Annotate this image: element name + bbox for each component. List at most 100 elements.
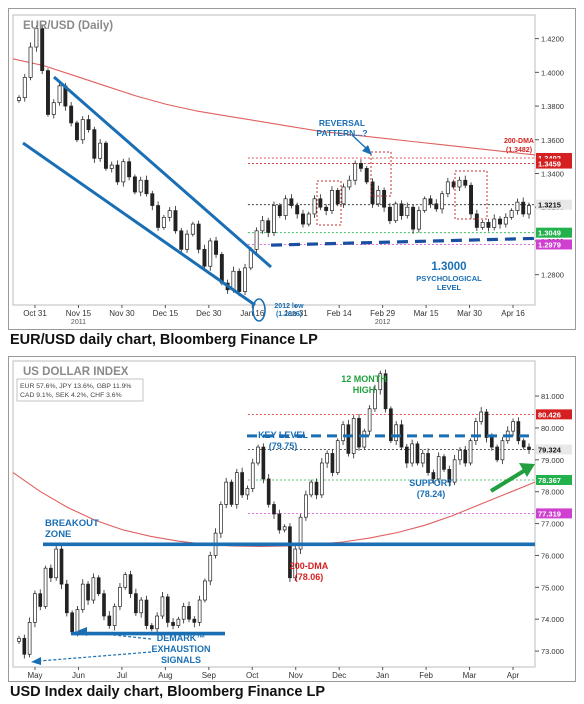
candle-down <box>442 456 446 470</box>
candle-up <box>91 577 96 601</box>
candle-up <box>243 267 247 292</box>
candle-down <box>495 446 499 461</box>
candle-down <box>399 203 404 216</box>
breakout-zone-label: ZONE <box>45 529 71 540</box>
x-tick-label: Feb <box>419 671 433 680</box>
weights-info-line: EUR 57.6%, JPY 13.6%, GBP 11.9% <box>20 383 131 390</box>
candle-down <box>40 28 45 71</box>
candle-up <box>112 606 117 626</box>
usd-index-caption: USD Index daily chart, Bloomberg Finance… <box>10 684 326 700</box>
x-tick-label: Jun <box>72 671 85 680</box>
breakout-zone-label: BREAKOUT <box>45 518 99 529</box>
candle-down <box>486 222 491 228</box>
price-marker-tag <box>536 152 572 163</box>
candle-down <box>165 596 170 623</box>
candle-down <box>38 593 43 607</box>
candle-up <box>393 203 398 222</box>
x-tick-label: Apr 16 <box>501 309 525 318</box>
candle-up <box>272 205 276 233</box>
reversal-pattern-label: REVERSAL <box>319 118 365 128</box>
weights-info-box <box>16 378 144 402</box>
candle-up <box>511 421 515 432</box>
candle-down <box>463 449 468 464</box>
dma-200-line <box>12 58 536 156</box>
candle-up <box>80 583 85 610</box>
candle-up <box>43 567 48 607</box>
candle-down <box>173 210 178 232</box>
candle-up <box>457 179 462 188</box>
y-tick-label: 1.4200 <box>541 35 564 44</box>
candle-down <box>22 637 27 655</box>
candle-up <box>185 233 190 250</box>
x-tick-label: Mar 30 <box>457 309 482 318</box>
candle-down <box>196 223 201 250</box>
candle-up <box>341 424 345 442</box>
price-marker-tag <box>536 227 572 238</box>
candle-down <box>301 213 305 225</box>
candle-up <box>474 421 478 442</box>
uptrend-arrow <box>489 467 529 493</box>
weights-info-line: CAD 9.1%, SEK 4.2%, CHF 3.6% <box>20 392 122 399</box>
candle-up <box>309 481 314 496</box>
x-tick-label: Dec 30 <box>196 309 222 318</box>
dma-200-label: (1.3482) <box>506 147 532 154</box>
x-tick-label: Jan <box>376 671 389 680</box>
candle-up <box>298 516 303 550</box>
candle-down <box>469 184 474 215</box>
price-marker-label: 1.3049 <box>538 229 561 238</box>
price-marker-label: 1.2979 <box>538 240 561 249</box>
candle-up <box>440 193 445 210</box>
candle-down <box>144 599 149 626</box>
candle-up <box>161 216 166 228</box>
candle-up <box>373 389 377 410</box>
candle-up <box>167 210 172 218</box>
candle-down <box>330 453 335 473</box>
usd-index-panel: 81.000 80.000 79.000 78.000 77.000 76.000 75.0… <box>0 352 584 704</box>
candle-down <box>115 164 120 183</box>
candle-down <box>451 181 456 188</box>
uptrend-arrow-head <box>519 463 535 477</box>
candle-up <box>416 210 421 230</box>
eurusd-caption: EUR/USD daily chart, Bloomberg Finance L… <box>10 332 318 348</box>
candle-up <box>500 440 505 461</box>
x-tick-label: Jul <box>117 671 127 680</box>
candle-up <box>155 615 159 630</box>
candle-down <box>521 440 526 448</box>
candle-up <box>17 97 21 101</box>
candle-down <box>219 254 224 284</box>
low-2012-label: (1.2626) <box>276 311 302 318</box>
candle-down <box>426 453 430 473</box>
candle-down <box>49 567 53 579</box>
candle-down <box>266 478 271 505</box>
twelve-month-high-label: HIGH <box>353 385 376 395</box>
candle-down <box>277 205 282 216</box>
candle-up <box>121 161 126 183</box>
candle-down <box>415 443 420 464</box>
candle-up <box>378 373 383 391</box>
price-marker-tag <box>536 158 572 169</box>
price-marker-tag <box>536 409 572 420</box>
candle-up <box>27 622 32 655</box>
reversal-pattern-box <box>370 151 392 197</box>
candle-up <box>118 586 122 607</box>
candle-up <box>250 462 255 489</box>
dma-200-label: 200-DMA <box>290 561 329 571</box>
x-tick-label: Nov 30 <box>109 309 135 318</box>
candle-up <box>341 186 346 205</box>
x-tick-label: Feb 14 <box>327 309 352 318</box>
x-tick-label: Nov 15 <box>66 309 92 318</box>
candle-up <box>197 599 202 623</box>
eurusd-panel: 1.42001.40001.38001.36001.34001.32001.30… <box>8 8 576 348</box>
candle-down <box>179 230 184 250</box>
y-tick-label: 1.3400 <box>541 169 564 178</box>
candle-up <box>224 481 229 505</box>
candle-up <box>458 449 462 461</box>
candle-up <box>394 424 399 442</box>
candle-down <box>128 574 133 595</box>
reversal-arrow-head <box>362 145 372 155</box>
candle-up <box>181 606 186 620</box>
candle-up <box>109 164 114 169</box>
demark-signals-label: EXHAUSTION <box>151 644 210 654</box>
chart-title: EUR/USD (Daily) <box>23 20 113 32</box>
candle-up <box>22 77 27 98</box>
